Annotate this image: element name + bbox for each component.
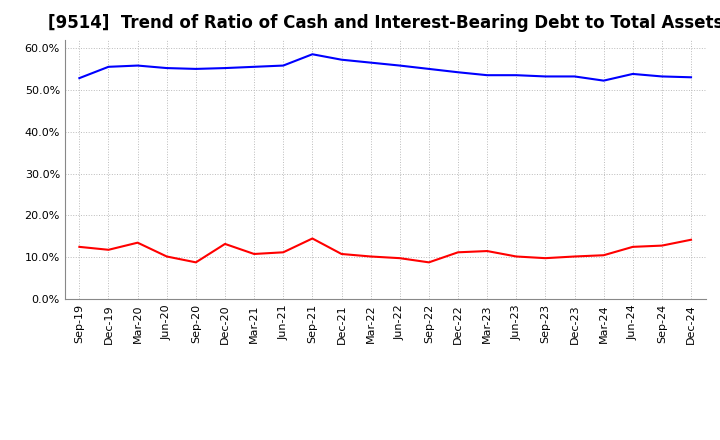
Interest-Bearing Debt	[366, 60, 375, 65]
Interest-Bearing Debt	[395, 63, 404, 68]
Cash	[541, 256, 550, 261]
Interest-Bearing Debt	[599, 78, 608, 83]
Cash	[337, 251, 346, 257]
Interest-Bearing Debt	[657, 74, 666, 79]
Cash	[163, 254, 171, 259]
Interest-Bearing Debt	[483, 73, 492, 78]
Cash	[599, 253, 608, 258]
Cash	[629, 244, 637, 249]
Interest-Bearing Debt	[192, 66, 200, 72]
Cash	[483, 249, 492, 254]
Cash	[250, 251, 258, 257]
Interest-Bearing Debt	[687, 75, 696, 80]
Line: Cash: Cash	[79, 238, 691, 262]
Cash	[75, 244, 84, 249]
Interest-Bearing Debt	[163, 66, 171, 71]
Cash	[657, 243, 666, 248]
Cash	[104, 247, 113, 253]
Interest-Bearing Debt	[512, 73, 521, 78]
Line: Interest-Bearing Debt: Interest-Bearing Debt	[79, 54, 691, 81]
Cash	[366, 254, 375, 259]
Cash	[133, 240, 142, 246]
Interest-Bearing Debt	[425, 66, 433, 72]
Cash	[220, 241, 229, 246]
Cash	[570, 254, 579, 259]
Interest-Bearing Debt	[541, 74, 550, 79]
Cash	[512, 254, 521, 259]
Interest-Bearing Debt	[104, 64, 113, 70]
Interest-Bearing Debt	[133, 63, 142, 68]
Interest-Bearing Debt	[337, 57, 346, 62]
Interest-Bearing Debt	[570, 74, 579, 79]
Interest-Bearing Debt	[220, 66, 229, 71]
Interest-Bearing Debt	[75, 76, 84, 81]
Title: [9514]  Trend of Ratio of Cash and Interest-Bearing Debt to Total Assets: [9514] Trend of Ratio of Cash and Intere…	[48, 15, 720, 33]
Interest-Bearing Debt	[250, 64, 258, 70]
Interest-Bearing Debt	[454, 70, 462, 75]
Interest-Bearing Debt	[629, 71, 637, 77]
Cash	[425, 260, 433, 265]
Interest-Bearing Debt	[308, 51, 317, 57]
Cash	[192, 260, 200, 265]
Interest-Bearing Debt	[279, 63, 287, 68]
Cash	[279, 249, 287, 255]
Cash	[687, 237, 696, 242]
Cash	[395, 256, 404, 261]
Cash	[308, 236, 317, 241]
Cash	[454, 249, 462, 255]
